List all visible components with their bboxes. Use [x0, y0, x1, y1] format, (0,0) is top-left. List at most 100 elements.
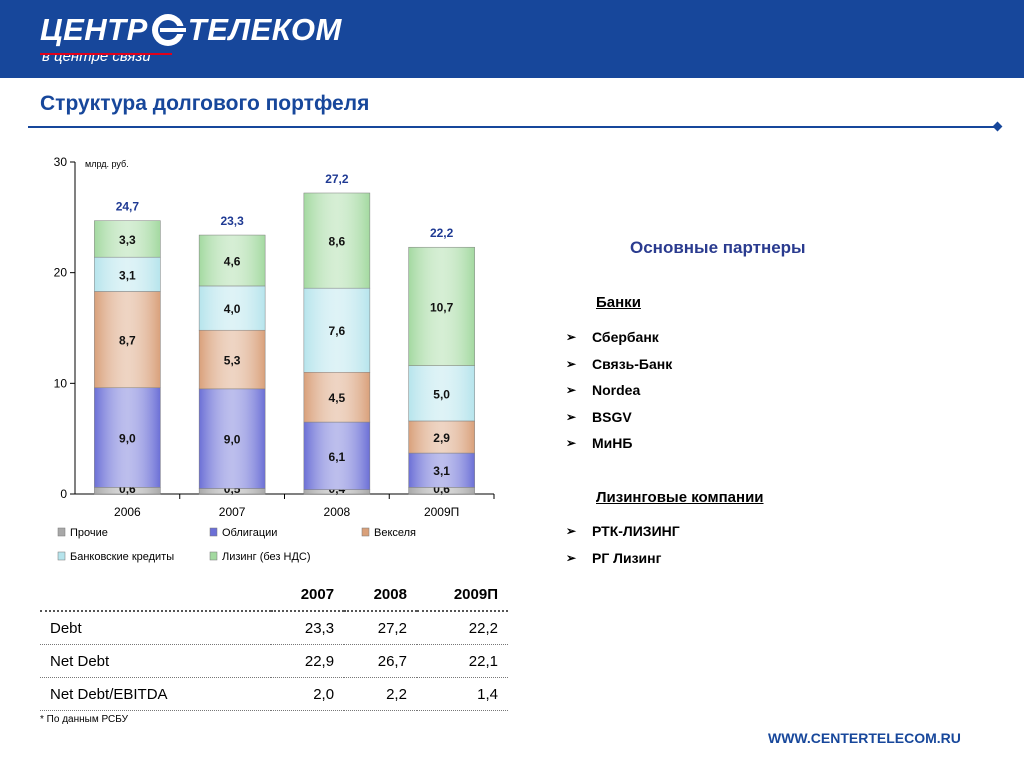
data-label: 8,7 [119, 334, 136, 348]
table-cell: 23,3 [271, 611, 345, 645]
footnote: * По данным РСБУ [40, 714, 128, 725]
y-tick-label: 30 [54, 155, 68, 169]
legend-swatch [361, 527, 370, 537]
total-label: 23,3 [220, 214, 244, 228]
partners-title: Основные партнеры [630, 238, 806, 257]
bank-name: Nordea [592, 382, 641, 398]
logo-emblem-icon [150, 12, 186, 48]
table-cell: 22,1 [416, 644, 508, 678]
legend-label: Векселя [374, 527, 416, 539]
x-tick-label: 2006 [114, 505, 141, 519]
table-row: Net Debt 22,9 26,7 22,1 [40, 644, 508, 678]
bar-segment-shade [408, 452, 475, 488]
bank-item: ➢ Nordea [566, 377, 672, 404]
logo-text-right: ТЕЛЕКОМ [187, 12, 342, 47]
company-logo: ЦЕНТР ТЕЛЕКОМ в центре связи [40, 12, 342, 65]
leasing-list: ➢ РТК-ЛИЗИНГ ➢ РГ Лизинг [566, 518, 680, 571]
arrow-bullet-icon: ➢ [566, 409, 577, 424]
data-label: 3,1 [433, 464, 450, 478]
bar-segment-shade [94, 220, 161, 258]
title-divider-end [992, 121, 1003, 132]
table-header-cell: 2008 [344, 578, 417, 612]
table-cell: 27,2 [344, 611, 417, 645]
bar-segment-shade [303, 372, 371, 423]
legend-label: Прочие [70, 527, 108, 539]
bar-segment-shade [198, 285, 266, 331]
total-label: 27,2 [325, 172, 349, 186]
bank-item: ➢ Сбербанк [566, 324, 672, 351]
bank-name: Сбербанк [592, 329, 659, 345]
data-label: 5,0 [433, 387, 450, 401]
x-tick-label: 2008 [324, 505, 351, 519]
table-row-label: Debt [40, 611, 272, 645]
bar-segment-shade [303, 287, 371, 373]
data-label: 2,9 [433, 431, 450, 445]
bar-segment-shade [303, 192, 371, 289]
leasing-item: ➢ РТК-ЛИЗИНГ [566, 518, 680, 545]
data-label: 7,6 [329, 324, 346, 338]
bar-segment-shade [408, 365, 475, 422]
leasing-heading: Лизинговые компании [596, 489, 764, 506]
table-cell: 2,2 [344, 677, 417, 711]
table-header-cell: 2009П [416, 578, 508, 612]
bar-segment-shade [198, 234, 266, 287]
bar-segment-shade [408, 420, 475, 454]
arrow-bullet-icon: ➢ [566, 436, 577, 450]
bank-item: ➢ МиНБ [566, 430, 672, 457]
bar-segment-shade [408, 246, 475, 366]
bank-name: МиНБ [592, 435, 633, 451]
data-label: 4,5 [329, 391, 346, 405]
bar-segment-shade [198, 388, 266, 489]
data-label: 4,0 [224, 302, 241, 316]
table-row: Net Debt/EBITDA 2,0 2,2 1,4 [40, 677, 508, 711]
data-label: 4,6 [224, 254, 241, 268]
y-tick-label: 10 [54, 376, 68, 390]
legend-swatch [209, 527, 218, 537]
table-cell: 26,7 [344, 644, 417, 678]
bank-name: Связь-Банк [592, 355, 673, 372]
table-header-cell [40, 578, 272, 612]
x-tick-label: 2009П [424, 505, 459, 519]
table-cell: 1,4 [416, 677, 508, 711]
bank-name: BSGV [592, 408, 632, 425]
y-tick-label: 20 [54, 266, 68, 280]
title-divider [28, 126, 998, 128]
table-row-label: Net Debt [40, 644, 272, 678]
table-row: Debt 23,3 27,2 22,2 [40, 611, 508, 645]
bank-item: ➢ BSGV [566, 404, 672, 431]
table-cell: 22,9 [271, 644, 345, 678]
unit-label: млрд. руб. [85, 159, 129, 169]
table-cell: 2,0 [271, 677, 345, 711]
bar-segment-shade [94, 256, 161, 292]
arrow-bullet-icon: ➢ [566, 550, 577, 565]
bank-item: ➢ Связь-Банк [566, 351, 672, 378]
logo-text-left: ЦЕНТР [40, 12, 148, 47]
legend-label: Банковские кредиты [70, 551, 174, 563]
data-label: 6,1 [329, 450, 346, 464]
data-label: 8,6 [329, 235, 346, 249]
bar-segment-shade [198, 329, 266, 390]
banks-list: ➢ Сбербанк ➢ Связь-Банк ➢ Nordea ➢ BSGV ➢ МиНБ [566, 324, 672, 457]
data-label: 3,3 [119, 233, 136, 247]
website-link[interactable]: WWW.CENTERTELECOM.RU [768, 730, 961, 746]
logo-underline [40, 53, 172, 55]
bar-segment-shade [94, 387, 161, 488]
leasing-name: РТК-ЛИЗИНГ [592, 523, 680, 539]
data-label: 9,0 [224, 433, 241, 447]
legend-label: Облигации [222, 527, 277, 539]
leasing-item: ➢ РГ Лизинг [566, 545, 680, 572]
total-label: 24,7 [116, 200, 140, 214]
legend-swatch [209, 551, 218, 561]
table-header-cell: 2007 [271, 578, 345, 612]
arrow-bullet-icon: ➢ [566, 330, 577, 344]
arrow-bullet-icon: ➢ [566, 524, 577, 538]
debt-metrics-table: 2007 2008 2009П Debt 23,3 27,2 22,2 Net Debt 22… [40, 578, 508, 711]
total-label: 22,2 [430, 226, 454, 240]
arrow-bullet-icon: ➢ [566, 356, 577, 371]
legend-swatch [57, 527, 66, 537]
legend-label: Лизинг (без НДС) [222, 551, 311, 563]
table-cell: 22,2 [416, 611, 508, 645]
page-title: Структура долгового портфеля [40, 92, 370, 115]
table-header-row: 2007 2008 2009П [40, 578, 508, 612]
